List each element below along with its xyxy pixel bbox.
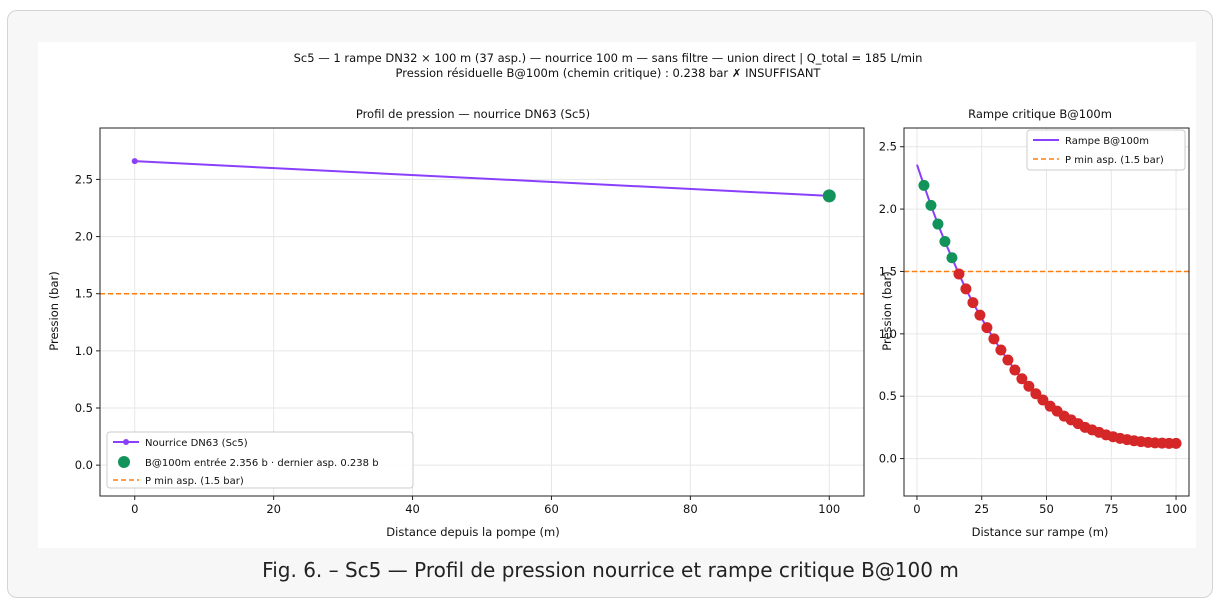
x-tick-label: 60 — [544, 502, 559, 516]
legend-label-pmin: P min asp. (1.5 bar) — [1065, 155, 1164, 166]
series-line — [134, 160, 830, 197]
b100m-marker — [822, 189, 836, 203]
x-tick-label: 0 — [913, 502, 920, 516]
x-axis-label: Distance depuis la pompe (m) — [386, 525, 559, 539]
y-tick-label: 1.0 — [75, 344, 93, 358]
x-tick-label: 100 — [1165, 502, 1187, 516]
sprinkler-point-low — [1002, 354, 1014, 366]
sprinkler-point-low — [1170, 437, 1182, 449]
chart-figure: Sc5 — 1 rampe DN32 × 100 m (37 asp.) — n… — [47, 51, 1190, 539]
rampe-chart: Rampe critique B@100m Distance sur rampe… — [879, 107, 1190, 539]
sprinkler-point-low — [1009, 364, 1021, 376]
y-tick-label: 1.0 — [879, 327, 897, 341]
x-tick-label: 75 — [1104, 502, 1119, 516]
nourrice-chart: Profil de pression — nourrice DN63 (Sc5)… — [47, 107, 865, 539]
legend: Rampe B@100m P min asp. (1.5 bar) — [1026, 129, 1186, 171]
x-tick-label: 25 — [974, 502, 989, 516]
x-tick-label: 0 — [131, 502, 138, 516]
legend-label-pmin: P min asp. (1.5 bar) — [145, 476, 244, 487]
y-tick-label: 2.5 — [879, 140, 897, 154]
sprinkler-point-low — [960, 283, 972, 295]
x-tick-label: 50 — [1039, 502, 1054, 516]
y-tick-label: 2.0 — [75, 230, 93, 244]
x-tick-label: 80 — [683, 502, 698, 516]
y-tick-label: 2.5 — [75, 172, 93, 186]
y-tick-label: 0.0 — [879, 452, 897, 466]
legend-marker-swatch — [118, 456, 130, 468]
y-tick-label: 1.5 — [879, 264, 897, 278]
sprinkler-point-low — [1016, 373, 1028, 385]
series-start-point — [131, 158, 138, 165]
y-axis-label: Pression (bar) — [880, 271, 894, 351]
legend-box — [106, 431, 414, 489]
y-tick-label: 2.0 — [879, 202, 897, 216]
y-axis-label: Pression (bar) — [47, 271, 61, 351]
sprinkler-point-low — [953, 268, 965, 280]
legend-label-series: Nourrice DN63 (Sc5) — [145, 438, 248, 449]
sprinkler-point-low — [988, 333, 1000, 345]
suptitle-line-2: Pression résiduelle B@100m (chemin criti… — [396, 66, 822, 80]
x-tick-label: 40 — [405, 502, 420, 516]
figure-caption: Fig. 6. – Sc5 — Profil de pression nourr… — [262, 558, 959, 582]
chart-title: Rampe critique B@100m — [968, 107, 1112, 121]
sprinkler-point-low — [1023, 380, 1035, 392]
y-tick-label: 1.5 — [75, 287, 93, 301]
legend-label-marker: B@100m entrée 2.356 b · dernier asp. 0.2… — [145, 457, 379, 469]
legend-box — [1026, 129, 1186, 171]
sprinkler-point-ok — [918, 179, 930, 191]
sprinkler-point-ok — [932, 218, 944, 230]
x-tick-label: 20 — [266, 502, 281, 516]
sprinkler-point-low — [974, 309, 986, 321]
chart-title: Profil de pression — nourrice DN63 (Sc5) — [356, 107, 590, 121]
y-tick-label: 0.5 — [75, 401, 93, 415]
plot-frame — [99, 127, 865, 497]
legend-line-swatch-marker — [123, 439, 129, 445]
x-tick-label: 100 — [818, 502, 840, 516]
sprinkler-point-ok — [946, 252, 958, 264]
sprinkler-point-ok — [925, 199, 937, 211]
y-tick-label: 0.0 — [75, 458, 93, 472]
suptitle-line-1: Sc5 — 1 rampe DN32 × 100 m (37 asp.) — n… — [294, 51, 923, 65]
sprinkler-point-low — [967, 297, 979, 309]
legend: Nourrice DN63 (Sc5) B@100m entrée 2.356 … — [106, 431, 414, 489]
y-tick-label: 0.5 — [879, 389, 897, 403]
sprinkler-point-ok — [939, 236, 951, 248]
sprinkler-point-low — [981, 322, 993, 334]
figure: Sc5 — 1 rampe DN32 × 100 m (37 asp.) — n… — [38, 42, 1196, 548]
sprinkler-point-low — [995, 344, 1007, 356]
sprinkler-point-low — [1037, 394, 1049, 406]
legend-label-series: Rampe B@100m — [1065, 136, 1149, 147]
x-axis-label: Distance sur rampe (m) — [972, 525, 1109, 539]
